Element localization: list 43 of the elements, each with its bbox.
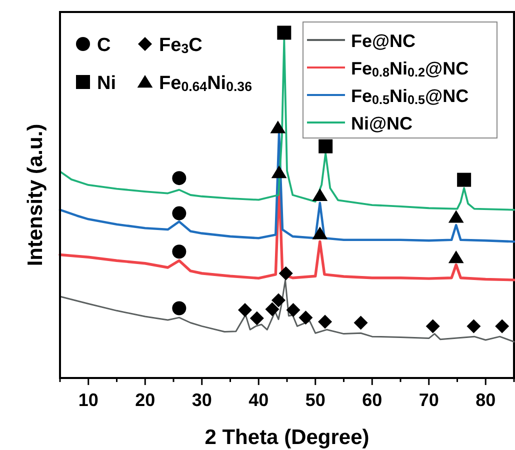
point (172, 244, 186, 259)
point (250, 311, 264, 326)
x-tick-label: 80 (476, 390, 496, 410)
point (495, 319, 510, 334)
point (448, 210, 464, 223)
legend-label: Fe$_{3}$C (159, 35, 203, 56)
legend-label: Fe$_{0.64}$Ni$_{0.36}$ (159, 73, 252, 94)
x-tick-label: 60 (362, 390, 382, 410)
point (238, 302, 252, 317)
point (286, 302, 300, 317)
legend-label: C (97, 35, 111, 56)
legend-label: Ni (97, 73, 116, 94)
x-tick-label: 30 (192, 390, 212, 410)
legend-label: Fe$_{0.8}$Ni$_{0.2}$@NC (351, 58, 469, 80)
x-axis-title: 2 Theta (Degree) (204, 426, 370, 449)
point (278, 266, 293, 280)
point (312, 188, 328, 201)
legend-label: Fe@NC (351, 31, 416, 51)
point (312, 226, 328, 240)
x-tick-label: 40 (248, 390, 269, 410)
point (172, 171, 186, 186)
x-tick-label: 20 (135, 390, 156, 410)
point (318, 139, 333, 154)
x-tick-label: 10 (78, 390, 98, 410)
x-tick-label: 70 (418, 390, 439, 410)
x-tick-label: 50 (305, 390, 326, 410)
point (457, 172, 472, 187)
point (448, 250, 464, 264)
point (270, 120, 286, 134)
point (277, 26, 292, 40)
point (172, 301, 186, 316)
point (318, 314, 332, 329)
point (265, 302, 280, 316)
point (172, 206, 186, 220)
point (466, 319, 481, 334)
legend-label: Fe$_{0.5}$Ni$_{0.5}$@NC (351, 86, 469, 107)
point (354, 316, 368, 330)
point (298, 310, 313, 325)
point (271, 293, 286, 308)
y-axis-title: Intensity (a.u.) (24, 124, 47, 266)
point (271, 166, 287, 178)
legend-label: Ni@NC (351, 114, 413, 134)
point (426, 319, 440, 334)
